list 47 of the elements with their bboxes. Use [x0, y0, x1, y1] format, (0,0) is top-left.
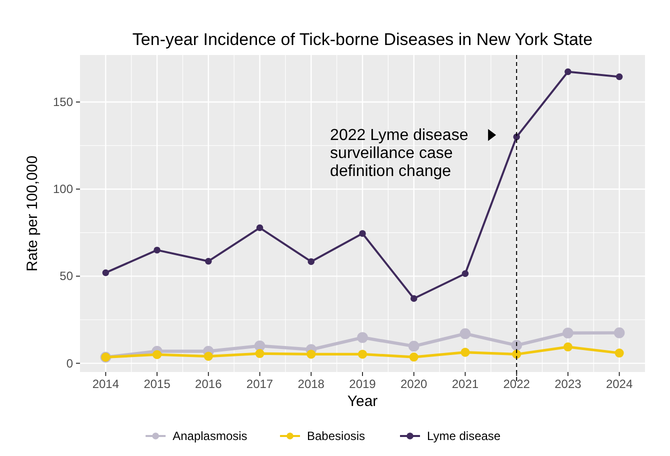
legend-label: Anaplasmosis	[172, 429, 248, 443]
legend-label: Babesiosis	[307, 429, 366, 443]
point	[154, 246, 160, 254]
chart-title: Ten-year Incidence of Tick-borne Diseases in New York State	[132, 30, 593, 49]
x-tick-label: 2017	[246, 377, 274, 391]
y-axis-title: Rate per 100,000	[24, 156, 41, 272]
y-tick-label: 100	[52, 182, 74, 196]
point	[358, 350, 368, 359]
point	[205, 258, 212, 265]
x-tick-label: 2022	[503, 377, 530, 391]
point	[204, 352, 213, 361]
point	[409, 352, 418, 362]
x-tick-label: 2014	[92, 377, 120, 391]
point	[614, 327, 625, 338]
y-tick-label: 0	[66, 356, 74, 370]
x-tick-label: 2023	[554, 377, 582, 391]
point	[256, 224, 264, 232]
point	[102, 269, 110, 276]
point	[306, 350, 316, 359]
point	[564, 68, 572, 76]
point	[410, 295, 418, 302]
point	[359, 230, 366, 237]
x-tick-label: 2021	[452, 377, 479, 391]
point	[460, 328, 471, 340]
x-tick-label: 2024	[606, 377, 633, 391]
x-axis-title: Year	[347, 393, 378, 410]
legend-label: Lyme disease	[427, 429, 501, 443]
x-tick-label: 2016	[195, 377, 222, 391]
point	[460, 348, 470, 357]
point	[255, 349, 264, 358]
point	[614, 348, 624, 358]
x-tick-label: 2020	[400, 377, 428, 391]
point	[462, 270, 469, 277]
x-tick-label: 2015	[144, 377, 171, 391]
y-tick-label: 150	[52, 95, 74, 110]
x-tick-label: 2019	[349, 377, 376, 391]
point	[563, 342, 572, 352]
point	[357, 332, 368, 343]
point	[511, 340, 522, 351]
point	[408, 340, 420, 352]
point	[616, 73, 623, 80]
x-tick-label: 2018	[298, 377, 325, 391]
point	[308, 258, 315, 265]
point	[562, 328, 574, 338]
y-tick-label: 50	[60, 269, 74, 284]
point	[152, 350, 162, 360]
annotation: 2022 Lyme disease surveillance case definition change	[330, 127, 468, 180]
